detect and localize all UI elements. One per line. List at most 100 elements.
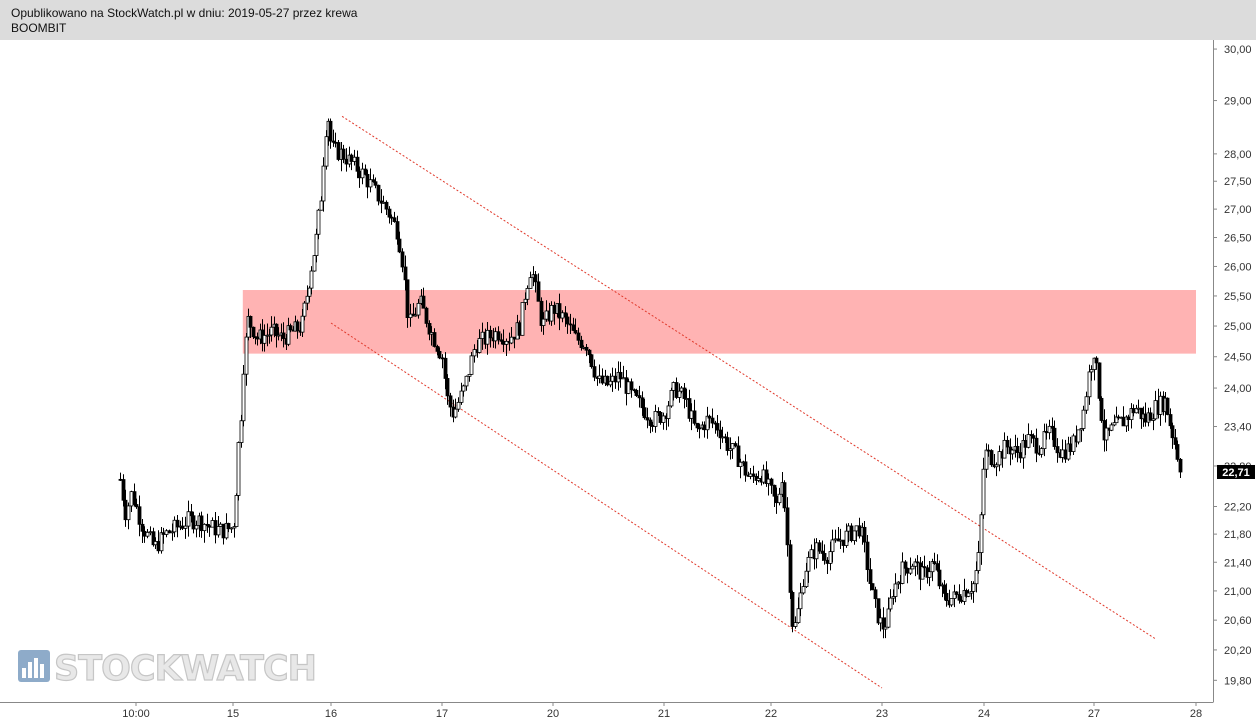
candle-body (312, 255, 317, 272)
candle-body (679, 387, 684, 392)
candle-body (186, 511, 191, 527)
candle-body (592, 366, 597, 378)
candle-body (702, 424, 707, 431)
candle-body (971, 583, 976, 592)
candle-body (443, 357, 448, 379)
candle-body (467, 373, 472, 377)
candle-body (1084, 396, 1089, 411)
y-tick-label: 20,60 (1224, 615, 1252, 627)
candle-body (886, 608, 891, 628)
candle-body (167, 530, 172, 534)
candle-body (878, 617, 883, 624)
candle-body (175, 519, 180, 528)
candle-body (932, 561, 937, 564)
y-tick-label: 21,80 (1224, 529, 1252, 541)
candle-body (1063, 449, 1068, 460)
last-price-value: 22,71 (1222, 467, 1250, 479)
candle-body (671, 382, 676, 391)
candle-body (1023, 440, 1028, 448)
candle-body (1104, 427, 1109, 441)
candle-body (568, 323, 573, 326)
candle-body (341, 148, 346, 160)
candle-body (1076, 429, 1081, 443)
candle-body (849, 525, 854, 541)
candle-body (1121, 416, 1126, 427)
candle-body (563, 312, 568, 318)
candle-body (796, 608, 801, 624)
candle-body (806, 556, 811, 572)
candle-body (376, 184, 381, 202)
candle-body (642, 407, 647, 419)
candle-body (488, 329, 493, 339)
candle-body (589, 354, 594, 368)
candle-body (118, 478, 123, 481)
candle-body (288, 325, 293, 331)
candle-body (903, 561, 908, 569)
candle-body (1099, 397, 1104, 421)
candle-body (777, 493, 782, 504)
candle-body (862, 526, 867, 543)
candle-body (769, 478, 774, 486)
candle-body (207, 525, 212, 528)
candle-body (360, 168, 365, 179)
candle-body (888, 597, 893, 610)
candle-body (464, 375, 469, 387)
candle-body (761, 469, 766, 483)
candle-body (365, 173, 370, 188)
candle-body (1052, 427, 1057, 447)
candle-body (429, 332, 434, 335)
candle-body (533, 274, 538, 283)
candle-body (581, 346, 586, 349)
price-chart: 30,00 29,00 28,00 27,50 27,00 26,50 26,00 25,50… (0, 40, 1255, 720)
candle-body (587, 349, 592, 356)
candle-body (576, 332, 581, 341)
candle-body (715, 423, 720, 431)
y-tick-label: 25,00 (1224, 321, 1252, 333)
candle-body (328, 120, 333, 142)
candle-body (1136, 407, 1141, 410)
candle-body (743, 461, 748, 476)
candle-body (1165, 397, 1170, 415)
candle-body (234, 495, 239, 527)
candle-body (202, 523, 207, 532)
candle-body (384, 201, 389, 210)
candle-body (748, 473, 753, 477)
candle-body (355, 156, 360, 172)
candle-body (573, 330, 578, 334)
candle-body (1018, 452, 1023, 459)
candle-body (1097, 362, 1102, 399)
y-tick-label: 30,00 (1224, 44, 1252, 56)
bar-chart-icon (18, 650, 50, 682)
candle-body (707, 415, 712, 419)
candle-body (674, 382, 679, 398)
candle-body (1170, 425, 1175, 439)
candle-body (132, 491, 137, 505)
candle-body (1116, 416, 1121, 419)
candle-body (692, 410, 697, 424)
candle-body (469, 355, 474, 375)
candle-body (189, 511, 194, 517)
candle-body (1175, 444, 1180, 460)
candle-body (424, 307, 429, 324)
candle-body (640, 397, 645, 409)
x-tick-label: 21 (658, 708, 670, 720)
candle-body (900, 561, 905, 584)
x-tick-label: 16 (325, 708, 337, 720)
candle-body (905, 567, 910, 574)
candle-body (738, 461, 743, 468)
candle-body (1071, 435, 1076, 452)
candle-body (736, 445, 741, 468)
candle-body (935, 563, 940, 571)
last-price-box (1217, 464, 1255, 479)
y-tick-label: 21,00 (1224, 586, 1252, 598)
candle-body (286, 325, 291, 345)
candle-body (1044, 431, 1049, 434)
candle-body (579, 339, 584, 349)
candle-body (517, 322, 522, 336)
candle-body (302, 302, 307, 317)
candle-body (295, 321, 300, 332)
candle-body (229, 527, 234, 530)
candle-body (504, 340, 509, 345)
candle-body (435, 346, 440, 352)
candle-body (161, 532, 166, 535)
